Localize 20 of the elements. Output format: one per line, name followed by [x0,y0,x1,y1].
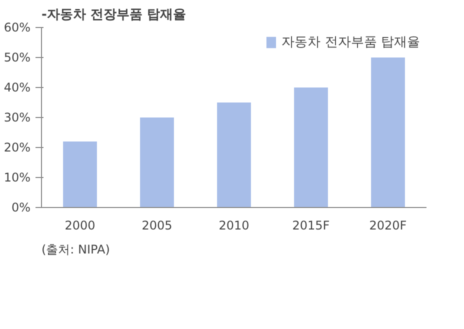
text: (출처: NIPA) [42,242,110,256]
x-tick-label: 2000 [64,218,96,232]
y-tick-label: 0% [11,200,31,214]
bar [63,142,97,208]
y-tick-label: 10% [4,170,30,184]
bar [217,102,251,208]
x-tick-label: 2015F [292,218,330,232]
y-tick-label: 60% [4,20,30,34]
bar [140,118,174,208]
legend-label: 자동차 전자부품 탑재율 [282,34,420,51]
bar [294,88,328,208]
x-tick-label: 2010 [218,218,250,232]
x-tick-label: 2005 [142,218,172,232]
y-tick-label: 30% [4,110,30,124]
x-tick-label: 2020F [369,218,407,232]
y-tick-label: 50% [4,50,30,64]
bar [371,58,405,208]
y-tick-label: 40% [4,80,30,94]
y-tick-label: 20% [4,140,30,154]
chart-title: -자동차 전장부품 탑재율 [42,8,186,22]
